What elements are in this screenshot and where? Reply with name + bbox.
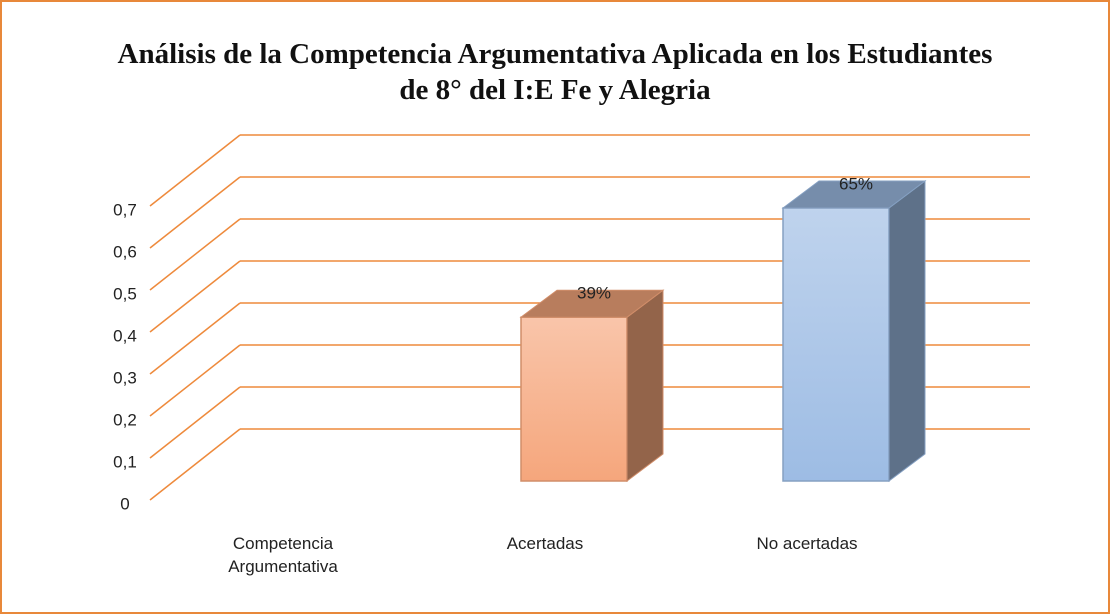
y-tick-label: 0 [120, 494, 129, 513]
y-tick-label: 0,4 [113, 326, 137, 345]
bar-front [520, 316, 628, 482]
bar-side [626, 289, 664, 482]
bar-top [781, 180, 927, 209]
y-tick-label: 0,1 [113, 452, 137, 471]
data-label: 65% [839, 174, 873, 193]
grid-line [149, 134, 241, 207]
grid-line [149, 344, 241, 417]
chart-title: Análisis de la Competencia Argumentativa… [117, 38, 993, 106]
y-tick-label: 0,3 [113, 368, 137, 387]
bar-side [888, 180, 926, 482]
grid-line [149, 218, 241, 291]
grid-line [149, 176, 241, 249]
bar-top [519, 289, 665, 318]
data-label: 39% [577, 284, 611, 303]
y-tick-label: 0,6 [113, 242, 137, 261]
grid-line [149, 428, 241, 501]
bar-front [782, 207, 890, 482]
y-tick-label: 0,7 [113, 200, 137, 219]
grid-line [149, 302, 241, 375]
x-tick-label: Acertadas [506, 534, 584, 553]
grid-line [149, 386, 241, 459]
y-tick-label: 0,2 [113, 410, 137, 429]
y-tick-label: 0,5 [113, 284, 137, 303]
grid-line [149, 260, 241, 333]
x-tick-label: No acertadas [756, 534, 858, 553]
x-tick-label: Competencia Argumentativa [228, 534, 338, 576]
